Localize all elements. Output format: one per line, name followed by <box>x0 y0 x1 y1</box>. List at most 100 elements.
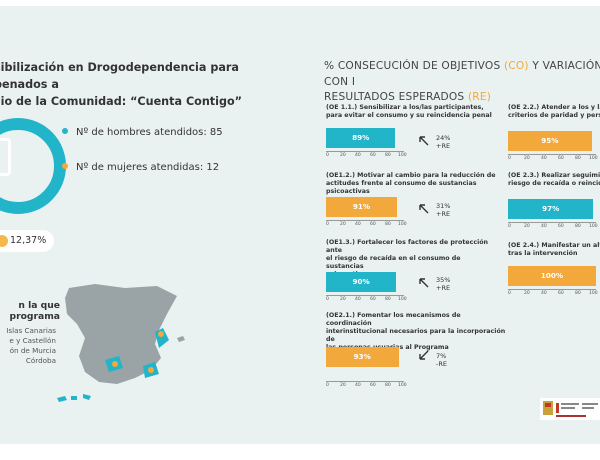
objective-card-oe21: (OE2.1.) Fomentar los mecanismos de coor… <box>326 312 506 352</box>
objectives-title: % CONSECUCIÓN DE OBJETIVOS (CO) Y VARIAC… <box>324 59 600 106</box>
axis-tick-label: 0 <box>508 224 511 229</box>
objective-label: interinstitucional necesarios para la in… <box>326 328 506 343</box>
axis-tick-label: 100 <box>398 153 407 158</box>
objective-card-oe11: (OE 1.1.) Sensibilizar a los/las partici… <box>326 104 496 120</box>
government-logo-image <box>543 401 598 417</box>
axis-tick-label: 80 <box>575 291 581 296</box>
spain-map <box>57 284 185 402</box>
objective-card-oe24: (OE 2.4.) Manifestar un alto gra tras la… <box>508 242 600 258</box>
axis-tick-label: 20 <box>524 224 530 229</box>
axis-tick-label: 20 <box>524 156 530 161</box>
trend-down-arrow-icon <box>419 350 429 360</box>
program-locations-title: n la que programa <box>0 300 61 322</box>
axis-tick-label: 80 <box>385 153 391 158</box>
axis-tick-label: 80 <box>385 297 391 302</box>
variation-percent: 24% <box>436 134 451 142</box>
objective-axis: 0 20 40 60 80 100 <box>326 220 407 228</box>
axis-tick-label: 80 <box>575 156 581 161</box>
axis-tick-label: 60 <box>370 383 376 388</box>
axis-tick-label: 40 <box>355 297 361 302</box>
objective-label: criterios de paridad y perspectiv <box>508 112 600 119</box>
axis-tick-label: 60 <box>558 291 564 296</box>
axis-tick-label: 80 <box>385 222 391 227</box>
program-title-line1: sibilización en Drogodependencia para pe… <box>0 61 239 91</box>
castellon-region-shape <box>155 328 169 348</box>
objective-axis: 0 20 40 60 80 100 <box>326 381 407 389</box>
variation-oe13: 35% +RE <box>436 276 450 292</box>
objective-bar-track: 100% <box>508 266 596 286</box>
axis-tick-label: 100 <box>589 224 598 229</box>
axis-tick-label: 20 <box>340 297 346 302</box>
axis-tick-label: 100 <box>589 156 598 161</box>
objective-label: (OE1.2.) Motivar al cambio para la reduc… <box>326 172 496 179</box>
program-title-line2: cio de la Comunidad: “Cuenta Contigo” <box>0 95 243 108</box>
variation-oe21: 7% -RE <box>436 352 447 368</box>
axis-tick-label: 0 <box>326 297 329 302</box>
variation-oe12: 31% +RE <box>436 202 450 218</box>
objective-bar-track: 97% <box>508 199 596 219</box>
infographic-panel: sibilización en Drogodependencia para pe… <box>0 6 600 444</box>
objectives-title-part2: Y VARIACIÓN CON I <box>324 60 600 88</box>
objective-label: el riesgo de recaída en el consumo de su… <box>326 255 461 270</box>
objective-axis: 0 20 40 60 80 100 <box>326 295 407 303</box>
location-item: Islas Canarias <box>6 326 56 335</box>
women-count-text: Nº de mujeres atendidas: 12 <box>76 162 220 173</box>
cordoba-marker-icon <box>112 361 118 367</box>
axis-tick-label: 20 <box>340 153 346 158</box>
objective-axis: 0 20 40 60 80 100 <box>508 289 598 297</box>
variation-percent: 31% <box>436 202 451 210</box>
objective-label: (OE 2.2.) Atender a los y las usua <box>508 104 600 111</box>
objectives-title-part1: % CONSECUCIÓN DE OBJETIVOS <box>324 60 504 72</box>
objective-label: (OE 2.3.) Realizar seguimiento <box>508 172 600 179</box>
variation-re: -RE <box>436 360 447 368</box>
objective-label: para evitar el consumo y su reincidencia… <box>326 112 492 119</box>
axis-tick-label: 20 <box>524 291 530 296</box>
objective-bar-track: 95% <box>508 131 596 151</box>
objective-bar-oe22: 95% <box>508 131 592 151</box>
objective-label: (OE 1.1.) Sensibilizar a los/las partici… <box>326 104 484 111</box>
men-dot-icon <box>62 128 68 134</box>
axis-tick-label: 80 <box>575 224 581 229</box>
objective-label: actitudes frente al consumo de sustancia… <box>326 180 477 195</box>
objective-label: (OE1.3.) Fortalecer los factores de prot… <box>326 239 489 254</box>
axis-tick-label: 100 <box>398 383 407 388</box>
objective-label: tras la intervención <box>508 250 578 257</box>
trend-up-arrow-icon <box>419 136 429 146</box>
axis-tick-label: 20 <box>340 222 346 227</box>
objective-bar-track: 91% <box>326 197 404 217</box>
variation-percent: 7% <box>436 352 447 360</box>
objective-bar-oe24: 100% <box>508 266 596 286</box>
axis-tick-label: 0 <box>326 222 329 227</box>
objective-axis: 0 20 40 60 80 100 <box>508 222 598 230</box>
program-locations-list: Islas Canarias e y Castellón ón de Murci… <box>0 326 56 366</box>
axis-tick-label: 100 <box>398 222 407 227</box>
axis-tick-label: 100 <box>398 297 407 302</box>
axis-tick-label: 80 <box>385 383 391 388</box>
objective-bar-oe21: 93% <box>326 347 399 367</box>
men-count-text: Nº de hombres atendidos: 85 <box>76 127 223 138</box>
program-title: sibilización en Drogodependencia para pe… <box>0 59 254 110</box>
men-stat: Nº de hombres atendidos: 85 <box>62 127 223 138</box>
objective-card-oe23: (OE 2.3.) Realizar seguimiento riesgo de… <box>508 172 600 188</box>
location-item: ón de Murcia <box>9 346 56 355</box>
donut-person-icon <box>0 138 11 176</box>
women-percentage-text: 12,37% <box>10 235 47 246</box>
trend-up-arrow-icon <box>419 204 429 214</box>
axis-tick-label: 60 <box>370 153 376 158</box>
balearic-islands-shape <box>177 336 185 342</box>
murcia-marker-icon <box>148 367 154 373</box>
trend-up-arrow-icon <box>419 278 429 288</box>
objective-bar-track: 89% <box>326 128 404 148</box>
axis-tick-label: 100 <box>589 291 598 296</box>
objective-bar-oe11: 89% <box>326 128 396 148</box>
variation-re: +RE <box>436 210 451 218</box>
axis-tick-label: 40 <box>541 224 547 229</box>
program-locations-title-line1: n la que <box>18 300 60 311</box>
women-percentage-badge: 12,37% <box>0 230 54 252</box>
axis-tick-label: 60 <box>370 297 376 302</box>
objective-bar-track: 90% <box>326 272 404 292</box>
program-locations-title-line2: programa <box>9 311 61 322</box>
axis-tick-label: 0 <box>508 156 511 161</box>
axis-tick-label: 0 <box>326 153 329 158</box>
location-item: e y Castellón <box>9 336 56 345</box>
